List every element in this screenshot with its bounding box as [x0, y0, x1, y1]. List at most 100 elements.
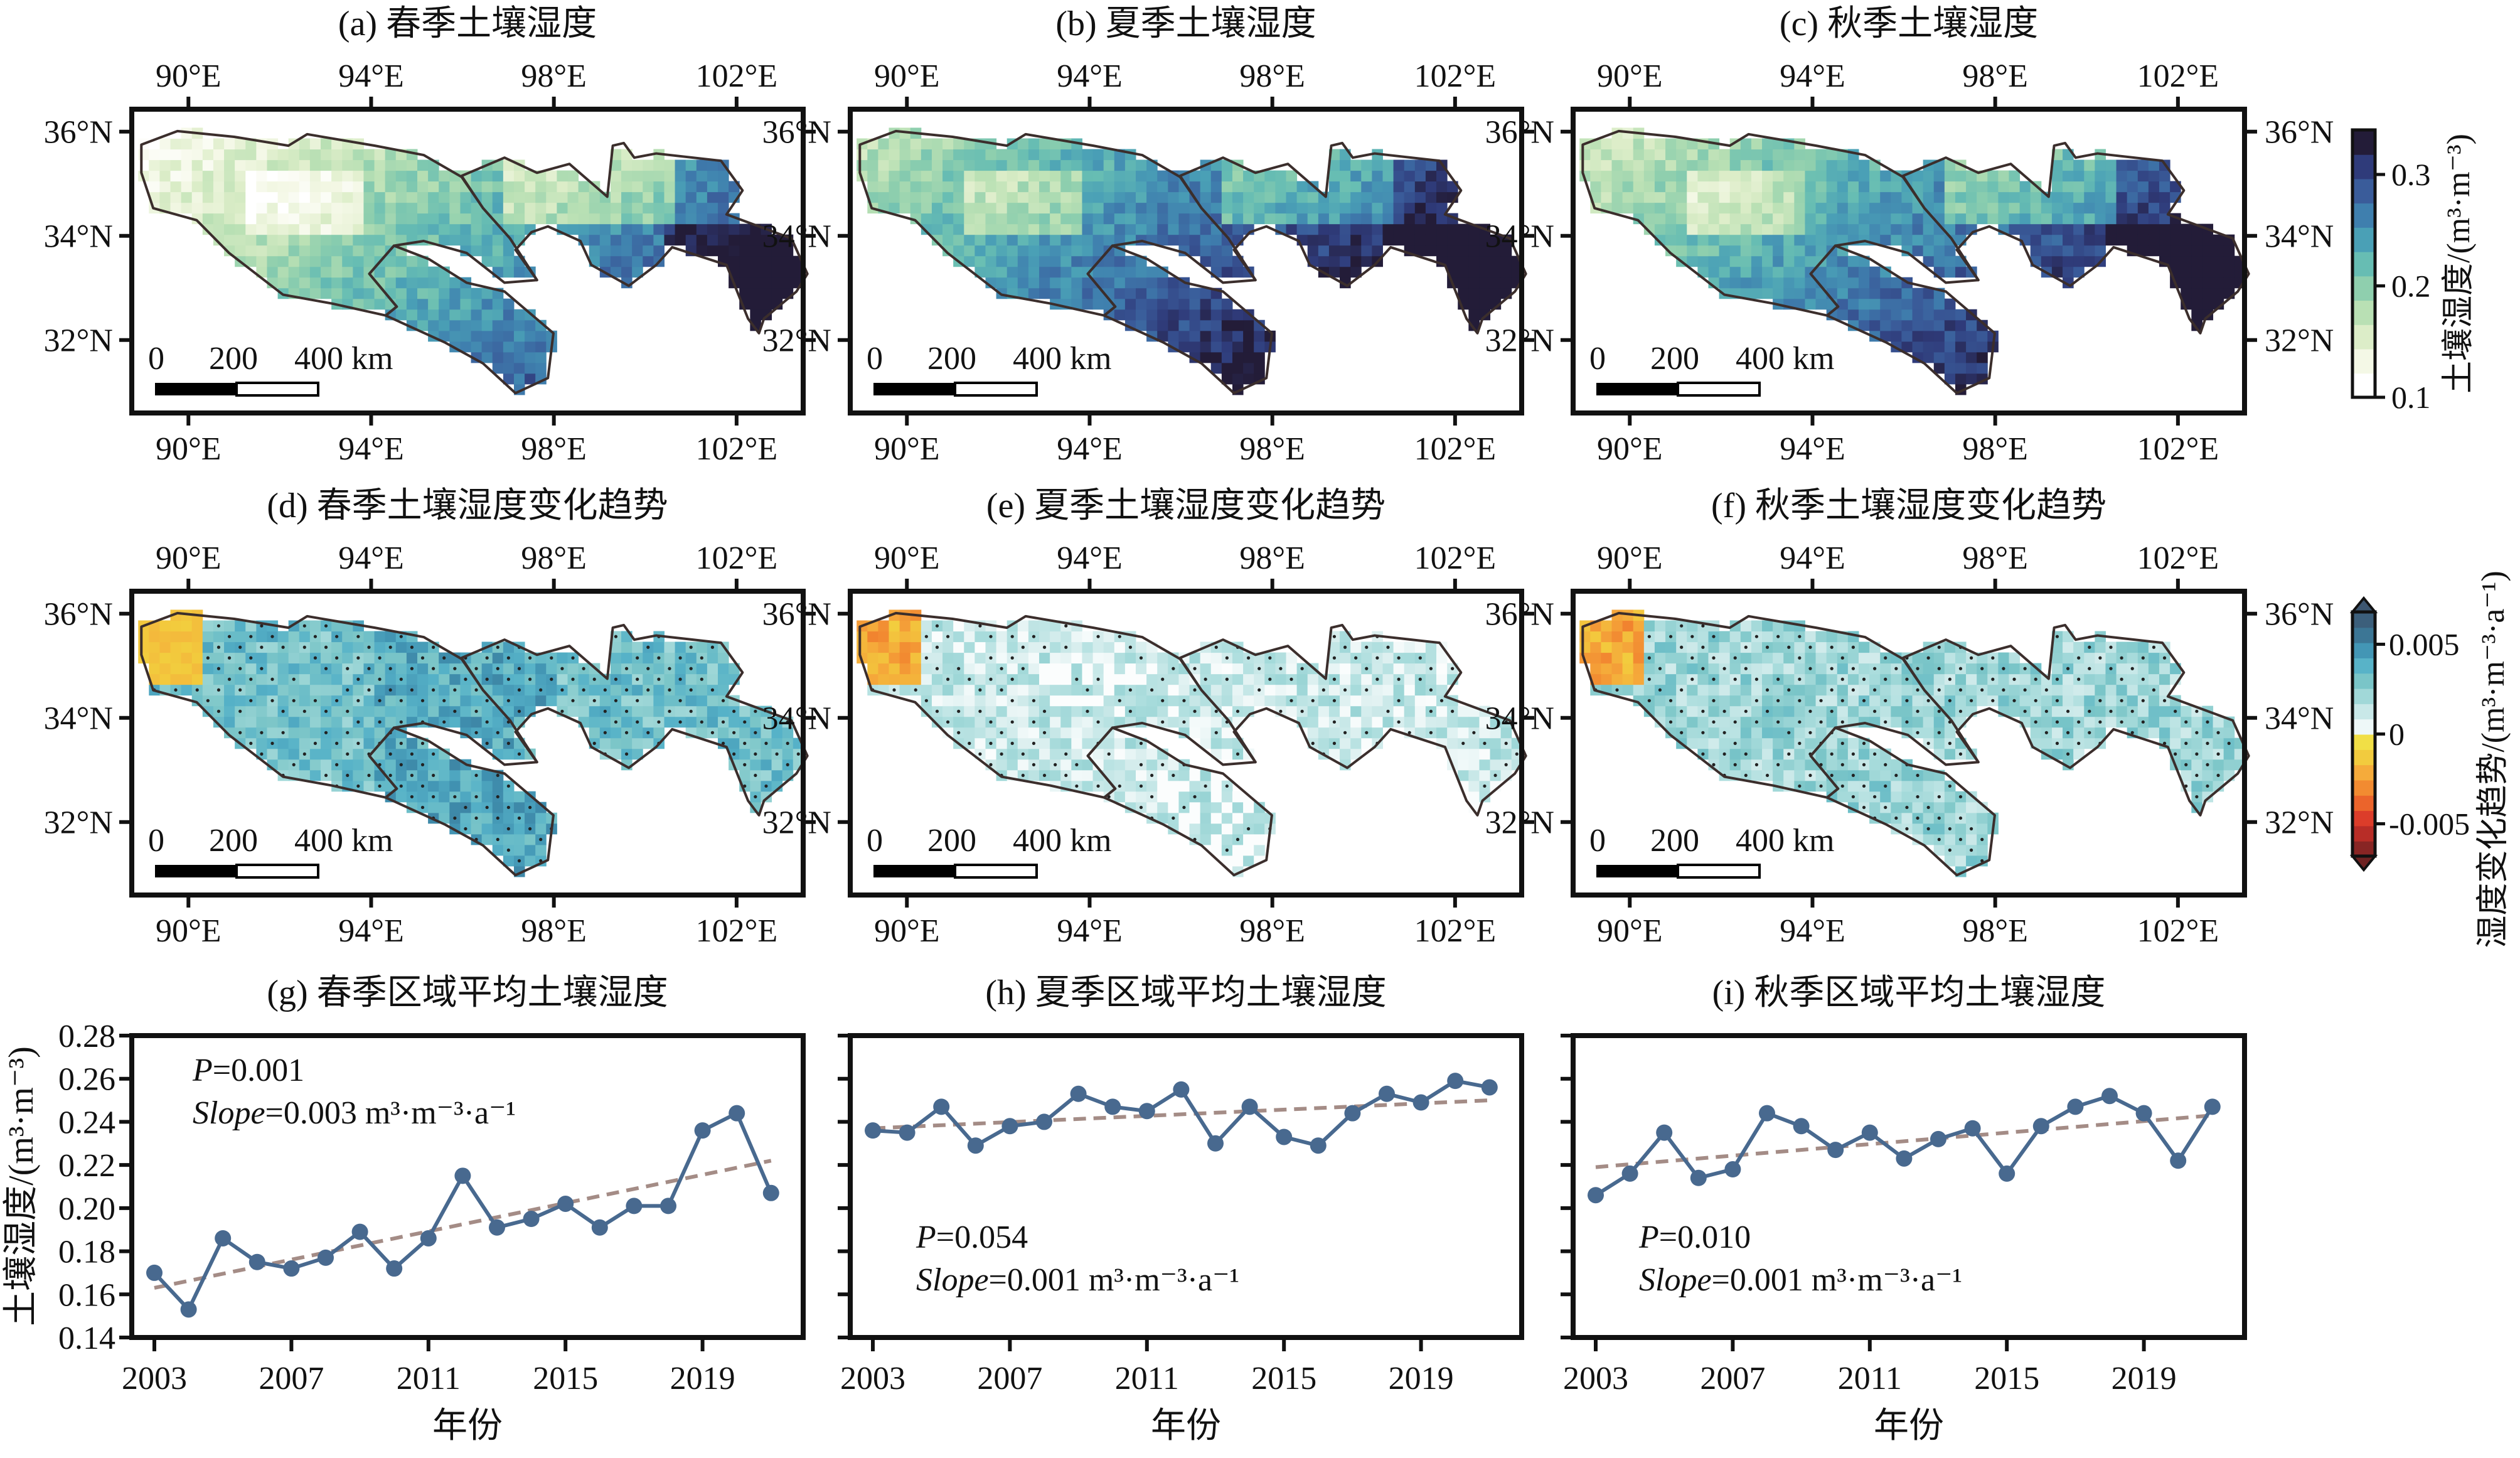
grid-cell — [1805, 298, 1817, 310]
grid-cell — [1944, 684, 1956, 696]
map-panel-summer-trend: (e) 夏季土壤湿度变化趋势90°E90°E94°E94°E98°E98°E10… — [762, 486, 1534, 949]
grid-cell — [299, 181, 311, 193]
grid-cell — [664, 234, 676, 246]
stipple-dot — [432, 688, 435, 692]
grid-cell — [1773, 684, 1784, 696]
grid-cell — [1210, 330, 1222, 342]
grid-cell — [1966, 812, 1977, 824]
grid-cell — [406, 181, 418, 193]
grid-cell — [2181, 727, 2192, 739]
grid-cell — [1751, 159, 1763, 171]
grid-cell — [567, 223, 579, 235]
grid-cell — [1103, 684, 1115, 696]
grid-cell — [942, 149, 954, 161]
grid-cell — [1708, 684, 1720, 696]
grid-cell — [525, 855, 536, 867]
stipple-dot — [410, 688, 414, 692]
grid-cell — [1243, 695, 1254, 707]
grid-cell — [256, 255, 267, 267]
stipple-dot — [989, 741, 993, 745]
grid-cell — [267, 223, 279, 235]
grid-cell — [1436, 213, 1448, 225]
grid-cell — [685, 716, 697, 728]
grid-cell — [1210, 673, 1222, 685]
grid-cell — [513, 341, 525, 353]
grid-cell — [996, 266, 1008, 278]
grid-cell — [1837, 266, 1849, 278]
grid-cell — [525, 684, 536, 696]
grid-cell — [1189, 319, 1201, 331]
grid-cell — [974, 170, 986, 182]
grid-cell — [385, 277, 397, 289]
grid-cell — [1092, 191, 1104, 203]
grid-cell — [1232, 652, 1244, 664]
grid-cell — [2041, 716, 2053, 728]
grid-cell — [2030, 213, 2042, 225]
grid-cell — [1136, 791, 1147, 803]
grid-cell — [2063, 673, 2074, 685]
grid-cell — [1697, 181, 1709, 193]
grid-cell — [299, 138, 311, 150]
grid-cell — [2159, 673, 2170, 685]
grid-cell — [342, 737, 353, 749]
grid-cell — [996, 191, 1008, 203]
grid-cell — [1697, 170, 1709, 182]
grid-cell — [1815, 223, 1827, 235]
stipple-dot — [1118, 784, 1121, 788]
grid-cell — [1307, 191, 1319, 203]
grid-cell — [1933, 309, 1945, 321]
grid-cell — [1944, 834, 1956, 845]
grid-cell — [1382, 695, 1394, 707]
grid-cell — [363, 716, 375, 728]
grid-cell — [1221, 159, 1233, 171]
grid-cell — [1307, 684, 1319, 696]
grid-cell — [1039, 277, 1050, 289]
grid-cell — [2223, 266, 2235, 278]
grid-cell — [1654, 138, 1666, 150]
grid-cell — [1092, 298, 1104, 310]
grid-cell — [406, 737, 418, 749]
grid-cell — [696, 663, 708, 675]
grid-cell — [1944, 791, 1956, 803]
grid-cell — [1676, 631, 1687, 643]
grid-cell — [1082, 159, 1094, 171]
grid-cell — [159, 191, 171, 203]
grid-cell — [621, 737, 633, 749]
grid-cell — [1500, 277, 1512, 289]
stipple-dot — [1808, 645, 1812, 649]
lon-tick-label-top: 90°E — [156, 58, 222, 94]
grid-cell — [1944, 191, 1956, 203]
grid-cell — [1794, 181, 1805, 193]
grid-cell — [1071, 705, 1082, 717]
stipple-dot — [1712, 635, 1716, 638]
grid-cell — [899, 631, 911, 643]
grid-cell — [1232, 695, 1244, 707]
grid-cell — [1869, 652, 1881, 664]
stipple-dot — [506, 699, 510, 702]
lon-tick-label-bottom: 94°E — [338, 431, 404, 467]
stipple-dot — [1204, 677, 1207, 681]
grid-cell — [1103, 663, 1115, 675]
grid-cell — [1200, 791, 1212, 803]
stipple-dot — [754, 773, 757, 778]
grid-cell — [878, 663, 890, 675]
grid-cell — [385, 181, 397, 193]
stipple-dot — [517, 667, 521, 670]
grid-cell — [191, 181, 203, 193]
grid-cell — [1794, 705, 1805, 717]
stipple-dot — [1647, 656, 1651, 660]
grid-cell — [1880, 791, 1891, 803]
stipple-dot — [1375, 656, 1379, 660]
grid-cell — [750, 266, 761, 278]
grid-cell — [1050, 716, 1061, 728]
grid-cell — [321, 737, 332, 749]
grid-cell — [2073, 695, 2085, 707]
grid-cell — [149, 181, 160, 193]
grid-cell — [899, 170, 911, 182]
grid-cell — [664, 191, 676, 203]
grid-cell — [1436, 716, 1448, 728]
grid-cell — [1124, 170, 1136, 182]
grid-cell — [1136, 695, 1147, 707]
grid-cell — [1912, 823, 1924, 835]
grid-cell — [1168, 652, 1179, 664]
